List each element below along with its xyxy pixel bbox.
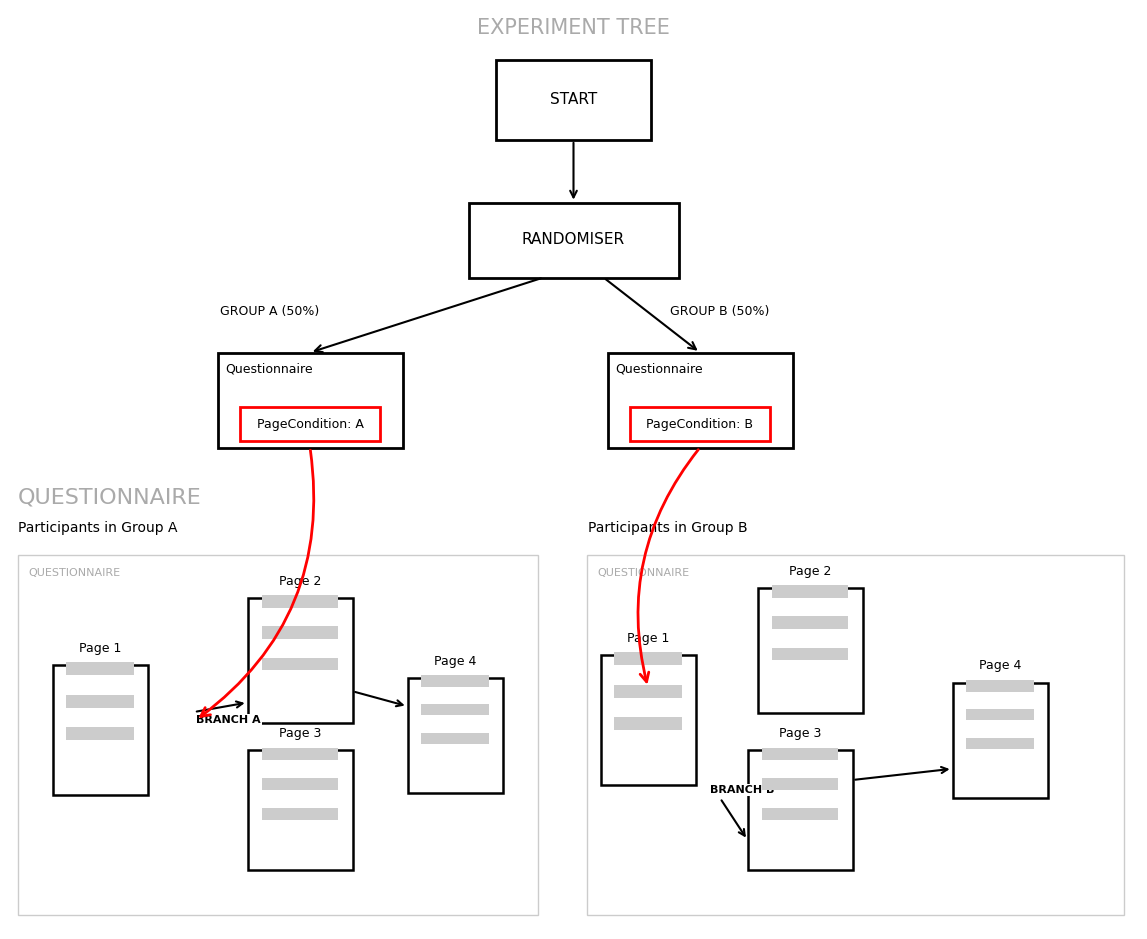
Bar	[421, 675, 490, 686]
Bar	[772, 648, 848, 660]
Bar	[240, 408, 381, 441]
Text: GROUP B (50%): GROUP B (50%)	[670, 305, 770, 318]
Text: Participants in Group A: Participants in Group A	[18, 521, 178, 535]
Bar	[952, 683, 1047, 797]
Bar	[65, 695, 134, 708]
Bar	[763, 747, 837, 760]
Bar	[53, 665, 148, 795]
Bar	[966, 709, 1035, 720]
Text: BRANCH A: BRANCH A	[196, 715, 260, 725]
Text: Questionnaire: Questionnaire	[616, 362, 703, 376]
Bar	[748, 750, 852, 870]
Bar	[468, 203, 679, 278]
Text: RANDOMISER: RANDOMISER	[522, 233, 625, 248]
Text: Page 3: Page 3	[779, 727, 821, 740]
FancyArrowPatch shape	[606, 279, 696, 349]
Bar	[263, 626, 338, 639]
FancyArrowPatch shape	[356, 692, 403, 706]
Text: EXPERIMENT TREE: EXPERIMENT TREE	[477, 18, 670, 38]
Bar	[587, 555, 1124, 915]
Text: Questionnaire: Questionnaire	[226, 362, 313, 376]
Text: QUESTIONNAIRE: QUESTIONNAIRE	[28, 568, 120, 578]
Bar	[421, 704, 490, 716]
Bar	[966, 680, 1035, 692]
Text: QUESTIONNAIRE: QUESTIONNAIRE	[18, 487, 202, 507]
Text: PageCondition: A: PageCondition: A	[257, 418, 364, 431]
FancyArrowPatch shape	[721, 800, 744, 836]
Bar	[65, 662, 134, 675]
Bar	[263, 595, 338, 608]
Text: Page 2: Page 2	[279, 575, 321, 588]
Text: Page 4: Page 4	[978, 659, 1021, 672]
Bar	[966, 738, 1035, 749]
Bar	[263, 777, 338, 790]
Bar	[248, 597, 352, 722]
Bar	[614, 717, 682, 731]
Bar	[263, 747, 338, 760]
Bar	[65, 728, 134, 740]
Text: BRANCH B: BRANCH B	[710, 785, 774, 795]
Bar	[421, 732, 490, 745]
Text: Page 1: Page 1	[79, 642, 122, 655]
Text: Page 4: Page 4	[434, 654, 476, 668]
Text: GROUP A (50%): GROUP A (50%)	[220, 305, 320, 318]
Text: Participants in Group B: Participants in Group B	[588, 521, 748, 535]
Bar	[614, 653, 682, 666]
FancyArrowPatch shape	[315, 278, 541, 352]
Bar	[772, 616, 848, 629]
FancyArrowPatch shape	[856, 767, 947, 779]
Bar	[757, 588, 863, 713]
Bar	[763, 808, 837, 820]
Bar	[608, 352, 793, 448]
Text: PageCondition: B: PageCondition: B	[647, 418, 754, 431]
FancyArrowPatch shape	[201, 450, 314, 716]
Bar	[218, 352, 403, 448]
Bar	[18, 555, 538, 915]
Bar	[763, 777, 837, 790]
Bar	[601, 655, 695, 785]
Bar	[614, 685, 682, 698]
Bar	[263, 808, 338, 820]
Text: START: START	[549, 93, 598, 107]
Bar	[630, 408, 771, 441]
FancyArrowPatch shape	[638, 450, 699, 682]
FancyArrowPatch shape	[570, 143, 577, 197]
Text: Page 3: Page 3	[279, 727, 321, 740]
Text: QUESTIONNAIRE: QUESTIONNAIRE	[596, 568, 689, 578]
Text: Page 1: Page 1	[626, 632, 669, 645]
Bar	[772, 585, 848, 597]
Bar	[496, 60, 651, 140]
Bar	[263, 657, 338, 670]
FancyArrowPatch shape	[197, 701, 242, 712]
Text: Page 2: Page 2	[789, 564, 832, 577]
Bar	[248, 750, 352, 870]
Bar	[407, 678, 502, 793]
